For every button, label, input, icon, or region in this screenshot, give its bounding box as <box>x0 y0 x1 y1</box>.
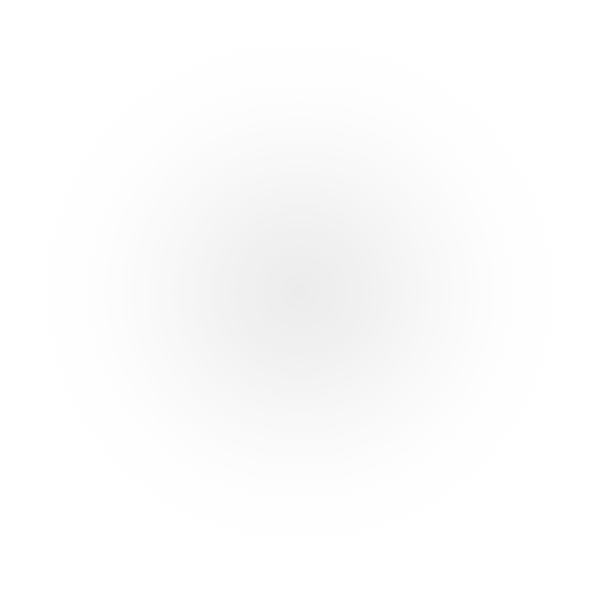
radial-gradient-glow <box>0 0 599 590</box>
blank-canvas <box>0 0 599 590</box>
